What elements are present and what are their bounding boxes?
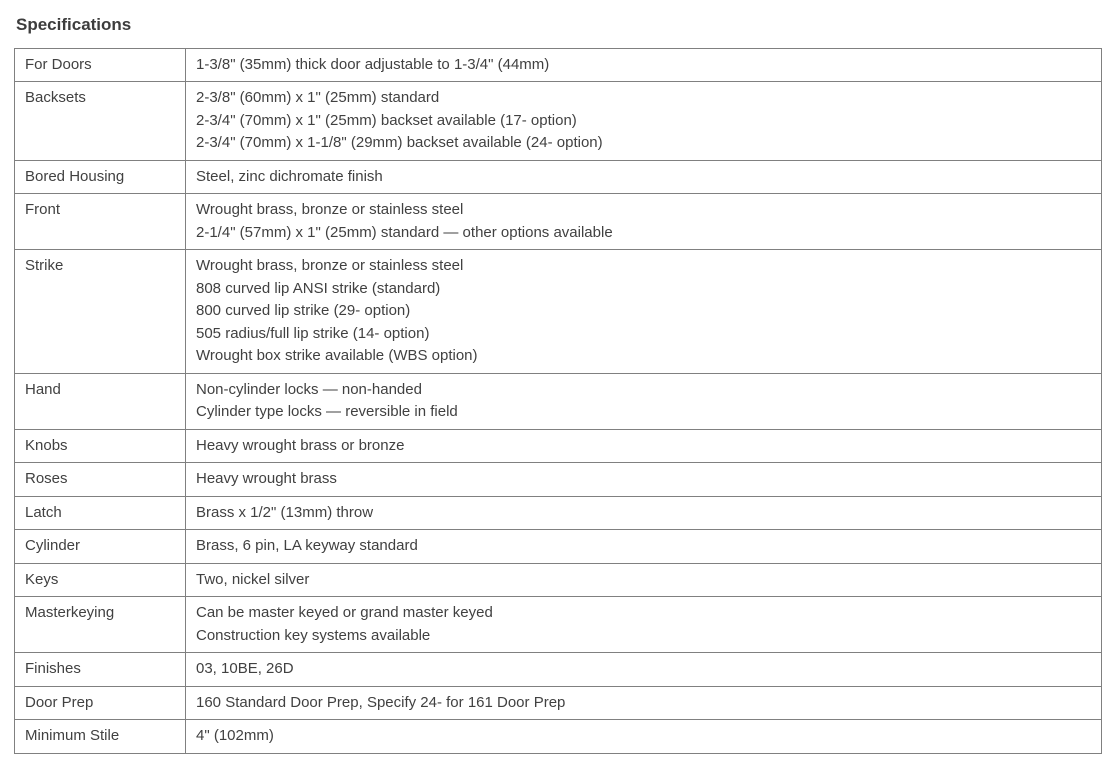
table-row: StrikeWrought brass, bronze or stainless… xyxy=(15,250,1102,374)
spec-label: For Doors xyxy=(15,48,186,82)
spec-value-line: 2-1/4" (57mm) x 1" (25mm) standard — oth… xyxy=(196,222,1091,245)
spec-value-line: Construction key systems available xyxy=(196,625,1091,648)
specifications-tbody: For Doors 1-3/8" (35mm) thick door adjust… xyxy=(15,48,1102,753)
spec-label: Cylinder xyxy=(15,530,186,564)
spec-value-line: 2-3/4" (70mm) x 1-1/8" (29mm) backset av… xyxy=(196,132,1091,155)
spec-value-line: Non-cylinder locks — non-handed xyxy=(196,379,1091,402)
spec-value-line: Wrought box strike available (WBS option… xyxy=(196,345,1091,368)
spec-value-line: Wrought brass, bronze or stainless steel xyxy=(196,255,1091,278)
spec-value: Brass x 1/2" (13mm) throw xyxy=(186,496,1102,530)
spec-value-line: Brass x 1/2" (13mm) throw xyxy=(196,502,1091,525)
spec-value-line: Wrought brass, bronze or stainless steel xyxy=(196,199,1091,222)
spec-label: Strike xyxy=(15,250,186,374)
spec-label: Front xyxy=(15,194,186,250)
spec-value: Heavy wrought brass xyxy=(186,463,1102,497)
spec-label: Door Prep xyxy=(15,686,186,720)
table-row: Bored Housing Steel, zinc dichromate fini… xyxy=(15,160,1102,194)
spec-label: Bored Housing xyxy=(15,160,186,194)
table-row: Masterkeying Can be master keyed or grand… xyxy=(15,597,1102,653)
spec-value-line: 808 curved lip ANSI strike (standard) xyxy=(196,278,1091,301)
spec-label: Minimum Stile xyxy=(15,720,186,754)
spec-value: Can be master keyed or grand master keye… xyxy=(186,597,1102,653)
spec-value-line: 505 radius/full lip strike (14- option) xyxy=(196,323,1091,346)
spec-label: Hand xyxy=(15,373,186,429)
spec-value-line: Steel, zinc dichromate finish xyxy=(196,166,1091,189)
spec-value-line: Can be master keyed or grand master keye… xyxy=(196,602,1091,625)
table-row: Roses Heavy wrought brass xyxy=(15,463,1102,497)
table-row: Door Prep 160 Standard Door Prep, Specify… xyxy=(15,686,1102,720)
spec-label: Masterkeying xyxy=(15,597,186,653)
table-row: Finishes 03, 10BE, 26D xyxy=(15,653,1102,687)
spec-value-line: 1-3/8" (35mm) thick door adjustable to 1… xyxy=(196,54,1091,77)
table-row: Knobs Heavy wrought brass or bronze xyxy=(15,429,1102,463)
spec-value-line: 03, 10BE, 26D xyxy=(196,658,1091,681)
spec-value-line: 4" (102mm) xyxy=(196,725,1091,748)
table-row: FrontWrought brass, bronze or stainless … xyxy=(15,194,1102,250)
spec-value: Wrought brass, bronze or stainless steel… xyxy=(186,250,1102,374)
table-row: Cylinder Brass, 6 pin, LA keyway standard xyxy=(15,530,1102,564)
spec-label: Finishes xyxy=(15,653,186,687)
spec-value-line: 160 Standard Door Prep, Specify 24- for … xyxy=(196,692,1091,715)
spec-value-line: Heavy wrought brass xyxy=(196,468,1091,491)
spec-value: 2-3/8" (60mm) x 1" (25mm) standard2-3/4"… xyxy=(186,82,1102,161)
spec-value-line: 2-3/8" (60mm) x 1" (25mm) standard xyxy=(196,87,1091,110)
spec-value: Heavy wrought brass or bronze xyxy=(186,429,1102,463)
spec-value: 03, 10BE, 26D xyxy=(186,653,1102,687)
spec-label: Roses xyxy=(15,463,186,497)
spec-value: Wrought brass, bronze or stainless steel… xyxy=(186,194,1102,250)
spec-value-line: Heavy wrought brass or bronze xyxy=(196,435,1091,458)
spec-value: Two, nickel silver xyxy=(186,563,1102,597)
spec-value-line: Two, nickel silver xyxy=(196,569,1091,592)
spec-value-line: 800 curved lip strike (29- option) xyxy=(196,300,1091,323)
section-title: Specifications xyxy=(16,12,1101,38)
table-row: Keys Two, nickel silver xyxy=(15,563,1102,597)
table-row: Latch Brass x 1/2" (13mm) throw xyxy=(15,496,1102,530)
spec-value: 160 Standard Door Prep, Specify 24- for … xyxy=(186,686,1102,720)
table-row: For Doors 1-3/8" (35mm) thick door adjust… xyxy=(15,48,1102,82)
table-row: Minimum Stile 4" (102mm) xyxy=(15,720,1102,754)
spec-label: Keys xyxy=(15,563,186,597)
spec-value: 1-3/8" (35mm) thick door adjustable to 1… xyxy=(186,48,1102,82)
spec-value-line: Cylinder type locks — reversible in fiel… xyxy=(196,401,1091,424)
specifications-table: For Doors 1-3/8" (35mm) thick door adjust… xyxy=(14,48,1102,754)
spec-value-line: 2-3/4" (70mm) x 1" (25mm) backset availa… xyxy=(196,110,1091,133)
spec-value: Non-cylinder locks — non-handedCylinder … xyxy=(186,373,1102,429)
spec-value-line: Brass, 6 pin, LA keyway standard xyxy=(196,535,1091,558)
table-row: Backsets2-3/8" (60mm) x 1" (25mm) standa… xyxy=(15,82,1102,161)
spec-label: Latch xyxy=(15,496,186,530)
table-row: HandNon-cylinder locks — non-handedCylin… xyxy=(15,373,1102,429)
spec-value: Steel, zinc dichromate finish xyxy=(186,160,1102,194)
spec-value: 4" (102mm) xyxy=(186,720,1102,754)
spec-label: Backsets xyxy=(15,82,186,161)
spec-label: Knobs xyxy=(15,429,186,463)
spec-value: Brass, 6 pin, LA keyway standard xyxy=(186,530,1102,564)
